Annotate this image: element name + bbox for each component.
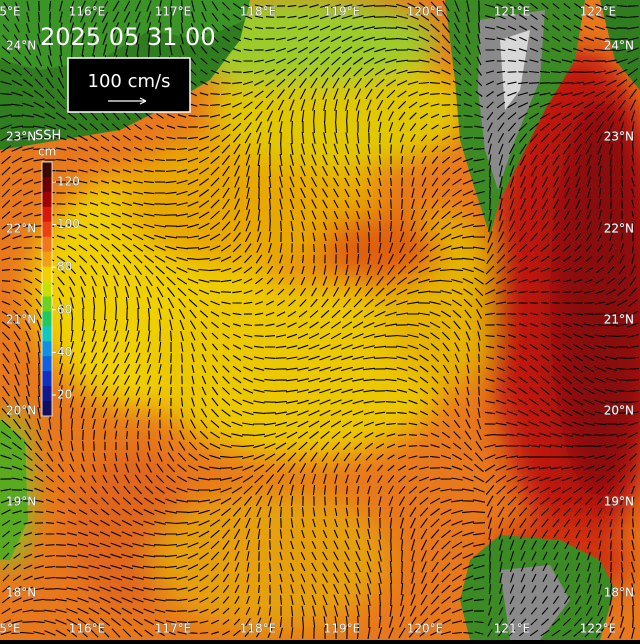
lon-label: 118°E bbox=[240, 5, 277, 19]
lon-label: 118°E bbox=[240, 622, 277, 636]
scale-label: 100 cm/s bbox=[88, 71, 171, 92]
lon-label: 121°E bbox=[494, 5, 531, 19]
lat-label: 21°N bbox=[604, 313, 634, 327]
lon-label: 117°E bbox=[155, 5, 192, 19]
colorbar-swatch bbox=[42, 371, 52, 387]
colorbar-tick-label: 60 bbox=[57, 302, 72, 316]
lat-label: 19°N bbox=[6, 495, 36, 509]
lat-label: 18°N bbox=[6, 586, 36, 600]
lon-label: 117°E bbox=[155, 622, 192, 636]
scale-box bbox=[67, 57, 191, 113]
lon-label: 121°E bbox=[494, 622, 531, 636]
colorbar-tick-label: 40 bbox=[57, 345, 72, 359]
scale-arrow-head bbox=[139, 97, 147, 105]
lon-label: 119°E bbox=[324, 5, 361, 19]
lat-label: 24°N bbox=[6, 39, 36, 53]
colorbar-swatch bbox=[42, 326, 52, 342]
colorbar-unit: cm bbox=[38, 145, 56, 159]
colorbar-frame bbox=[41, 161, 53, 417]
lon-label: 122°E bbox=[580, 5, 617, 19]
date-stamp: 2025 05 31 00 bbox=[40, 23, 216, 51]
colorbar-swatch bbox=[42, 162, 52, 178]
lon-label: 120°E bbox=[407, 622, 444, 636]
lon-label: 119°E bbox=[324, 622, 361, 636]
colorbar-title: SSH bbox=[35, 129, 61, 144]
colorbar-swatch bbox=[42, 176, 52, 193]
colorbar-swatch bbox=[42, 206, 52, 223]
colorbar-swatch bbox=[42, 266, 52, 283]
colorbar-tick-label: 100 bbox=[57, 217, 80, 231]
colorbar-swatch bbox=[42, 386, 52, 402]
lat-label: 21°N bbox=[6, 313, 36, 327]
lon-label: 5°E bbox=[0, 622, 21, 636]
lon-label: 122°E bbox=[580, 622, 617, 636]
colorbar-tick-label: 20 bbox=[57, 388, 72, 402]
lat-label: 22°N bbox=[6, 222, 36, 236]
lat-label: 22°N bbox=[604, 222, 634, 236]
colorbar-swatch bbox=[42, 311, 52, 327]
colorbar-swatch bbox=[42, 221, 52, 238]
colorbar: 120 100 80 60 40 20 SSH cm bbox=[35, 128, 80, 417]
colorbar-tick-label: 80 bbox=[57, 260, 72, 274]
colorbar-swatch bbox=[42, 281, 52, 297]
colorbar-swatch bbox=[42, 236, 52, 253]
colorbar-swatch bbox=[42, 401, 52, 417]
colorbar-swatch bbox=[42, 251, 52, 268]
colorbar-swatch bbox=[42, 341, 52, 357]
lat-label: 19°N bbox=[604, 495, 634, 509]
lon-label: 116°E bbox=[69, 622, 106, 636]
lat-label: 18°N bbox=[604, 586, 634, 600]
colorbar-tick-label: 120 bbox=[57, 175, 80, 189]
lon-label: 120°E bbox=[407, 5, 444, 19]
colorbar-swatch bbox=[42, 296, 52, 312]
lat-label: 20°N bbox=[6, 404, 36, 418]
colorbar-swatch bbox=[42, 191, 52, 208]
velocity-scale: 100 cm/s bbox=[67, 57, 191, 113]
colorbar-swatch bbox=[42, 356, 52, 372]
lat-label: 24°N bbox=[604, 39, 634, 53]
lon-label: 116°E bbox=[69, 5, 106, 19]
lon-label: 5°E bbox=[0, 5, 21, 19]
lat-label: 23°N bbox=[6, 130, 36, 144]
lat-label: 23°N bbox=[604, 130, 634, 144]
lat-label: 20°N bbox=[604, 404, 634, 418]
